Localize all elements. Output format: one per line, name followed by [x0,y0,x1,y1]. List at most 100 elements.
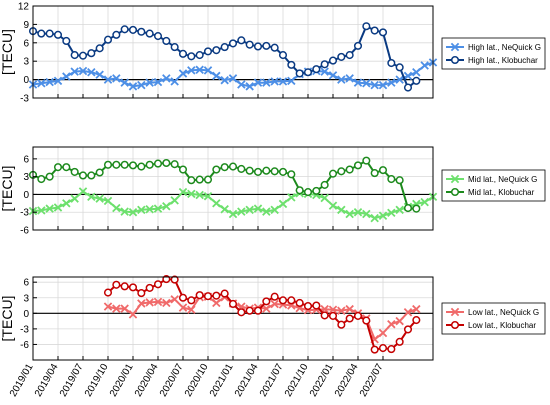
data-point [270,292,279,301]
data-point [353,207,363,217]
data-point [212,298,221,308]
data-point [128,161,138,170]
data-point [345,304,354,314]
data-point [87,68,96,77]
data-point [162,74,171,83]
series-high-lat-klobuchar [28,22,421,92]
data-point [178,187,188,197]
data-point [103,35,113,44]
data-point [353,311,363,320]
data-point [195,291,204,300]
panel-1: -3 0 3 6 9 12 [TECU] [0,2,438,105]
data-point [337,205,346,215]
data-point [362,209,371,219]
data-point [370,26,379,35]
y-tick-label: -6 [20,340,29,351]
data-point [212,199,221,208]
data-point [237,207,246,216]
data-point [270,43,279,52]
data-point [320,180,329,189]
data-point [295,69,304,78]
data-point [395,316,404,326]
series-low-lat-nequick-g [103,292,421,344]
data-point [170,275,179,284]
data-point [237,308,246,317]
data-point [420,197,429,207]
legend-label: Mid lat., NeQuick G [468,175,537,184]
data-point [295,298,304,307]
data-point [120,25,129,34]
data-point [53,76,63,86]
data-point [87,171,96,180]
data-point [112,74,121,83]
data-point [378,211,388,221]
x-tick-label: 2019/01 [8,362,36,399]
data-point [212,165,221,174]
data-point [262,297,271,306]
data-point [245,82,254,91]
legend-box [441,169,546,202]
data-point [353,41,363,50]
data-point [378,80,388,90]
data-point [170,43,179,52]
x-tick-label: 2022/01 [308,362,336,399]
data-point [312,301,321,310]
data-point [387,174,396,184]
y-tick-label: 0 [23,75,29,86]
data-point [78,66,88,76]
data-point [420,61,429,70]
data-point [170,295,179,304]
data-point [312,186,321,195]
x-tick-label: 2021/07 [258,362,286,399]
data-point [203,292,213,301]
data-point [112,203,121,213]
data-point [303,68,313,77]
data-point [70,67,79,76]
data-point [145,298,154,307]
data-point [303,302,313,311]
data-point [370,345,379,354]
data-point [170,160,179,169]
data-point [412,204,421,213]
data-point [337,320,346,329]
data-point [228,39,238,48]
data-point [178,165,188,174]
data-point [145,78,154,87]
series-mid-lat-klobuchar [28,156,421,213]
data-point [320,311,329,320]
data-point [320,67,329,76]
data-point [287,170,296,179]
data-point [153,204,163,213]
data-point [153,297,163,307]
data-point [345,165,354,174]
data-point [112,30,121,39]
data-point [378,344,388,353]
legend-box [441,302,546,335]
data-point [128,25,138,34]
data-point [112,160,121,169]
data-point [295,186,304,195]
data-point [62,72,71,81]
data-point [345,51,354,60]
data-point [120,304,129,313]
data-point [412,76,421,85]
data-point [245,306,254,315]
legend-box [441,37,546,70]
x-tick-label: 2021/01 [208,362,236,399]
y-tick-label: 0 [23,309,29,320]
data-point [220,75,229,85]
y-tick-label: -3 [20,208,29,219]
data-point [112,304,121,313]
data-point [387,58,396,68]
data-point [245,40,254,49]
x-tick-label: 2020/01 [108,362,136,399]
data-point [237,164,246,173]
data-point [145,283,154,292]
data-point [378,166,388,175]
x-tick-label: 2021/10 [283,362,311,399]
data-point [170,77,179,86]
data-point [345,209,354,219]
data-point [287,296,296,305]
data-point [128,310,138,319]
data-point [320,193,329,203]
